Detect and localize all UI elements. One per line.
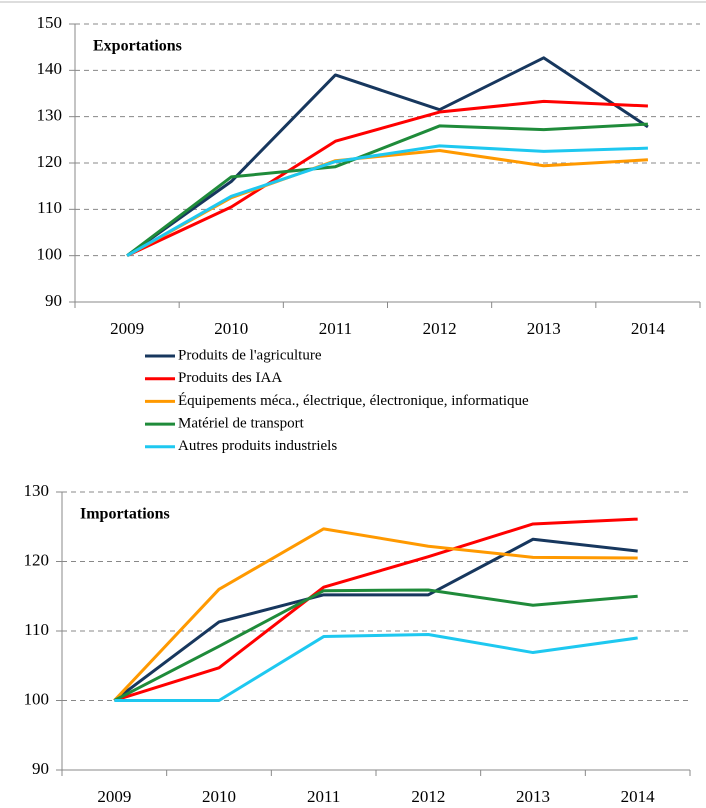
series-line xyxy=(126,99,648,258)
x-tick-label: 2009 xyxy=(97,787,131,806)
x-tick-label: 2011 xyxy=(319,319,352,338)
series-line xyxy=(113,517,638,702)
y-tick-label: 110 xyxy=(37,198,62,217)
legend-label: Équipements méca., électrique, électroni… xyxy=(178,392,529,409)
legend-label: Matériel de transport xyxy=(178,416,305,432)
legend-label: Produits de l'agriculture xyxy=(178,347,322,363)
y-tick-label: 130 xyxy=(37,106,63,125)
legend-label: Autres produits industriels xyxy=(178,438,337,454)
x-tick-label: 2014 xyxy=(631,319,666,338)
series-line xyxy=(126,144,648,257)
x-tick-label: 2014 xyxy=(621,787,656,806)
series-line xyxy=(113,537,638,702)
legend-label: Produits des IAA xyxy=(178,370,282,386)
y-tick-label: 90 xyxy=(45,291,62,310)
x-tick-label: 2010 xyxy=(202,787,236,806)
y-tick-label: 100 xyxy=(37,245,63,264)
y-tick-label: 120 xyxy=(37,152,63,171)
y-tick-label: 100 xyxy=(24,689,50,708)
x-tick-label: 2013 xyxy=(516,787,550,806)
chart-title: Exportations xyxy=(93,38,182,55)
x-tick-label: 2013 xyxy=(527,319,561,338)
y-tick-label: 140 xyxy=(37,59,63,78)
series-line xyxy=(113,527,638,702)
series-line xyxy=(114,632,638,702)
x-tick-label: 2012 xyxy=(423,319,457,338)
series-line xyxy=(126,148,649,257)
y-tick-label: 150 xyxy=(37,13,63,32)
series-line xyxy=(126,56,649,257)
x-tick-label: 2010 xyxy=(214,319,248,338)
x-tick-label: 2011 xyxy=(307,787,340,806)
y-tick-label: 110 xyxy=(24,620,49,639)
x-tick-label: 2009 xyxy=(110,319,144,338)
y-tick-label: 120 xyxy=(24,550,50,569)
series-line xyxy=(113,588,638,702)
y-tick-label: 90 xyxy=(32,759,49,778)
x-tick-label: 2012 xyxy=(411,787,445,806)
series-line xyxy=(126,122,648,257)
y-tick-label: 130 xyxy=(24,481,50,500)
chart-title: Importations xyxy=(80,506,170,523)
